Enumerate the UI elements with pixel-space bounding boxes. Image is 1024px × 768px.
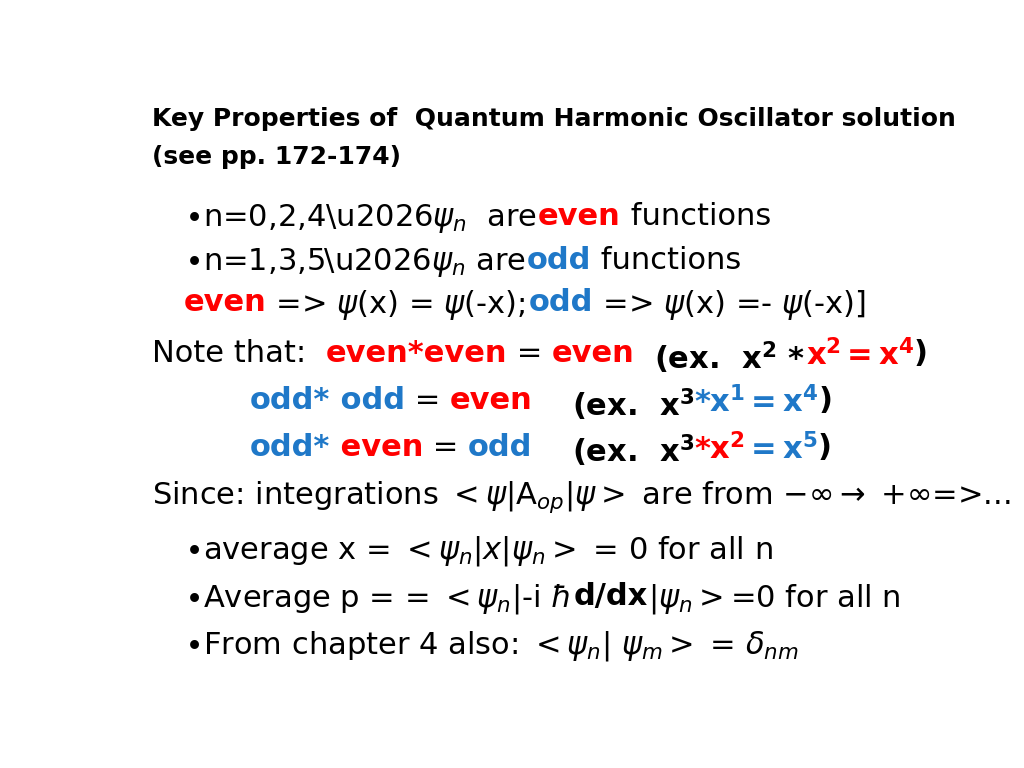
Text: ): ) bbox=[818, 386, 833, 415]
Text: $|\psi_n>$=0 for all n: $|\psi_n>$=0 for all n bbox=[648, 582, 900, 616]
Text: odd: odd bbox=[468, 433, 532, 462]
Text: even: even bbox=[450, 386, 532, 415]
Text: =: = bbox=[404, 386, 450, 415]
Text: => $\psi$(x) =- $\psi$(-x)]: => $\psi$(x) =- $\psi$(-x)] bbox=[593, 289, 866, 323]
Text: d/dx: d/dx bbox=[573, 582, 648, 611]
Text: $\bullet$n=0,2,4\u2026$\psi_n$  are: $\bullet$n=0,2,4\u2026$\psi_n$ are bbox=[183, 201, 539, 234]
Text: $\bullet$average x = $<\psi_n|x|\psi_n>$ = 0 for all n: $\bullet$average x = $<\psi_n|x|\psi_n>$… bbox=[183, 535, 772, 568]
Text: (ex.  $\mathbf{x^3}$: (ex. $\mathbf{x^3}$ bbox=[571, 433, 694, 469]
Text: $\bullet$n=1,3,5\u2026$\psi_n$ are: $\bullet$n=1,3,5\u2026$\psi_n$ are bbox=[183, 246, 527, 279]
Text: Note that:: Note that: bbox=[152, 339, 326, 369]
Text: even: even bbox=[183, 289, 266, 317]
Text: functions: functions bbox=[591, 246, 741, 275]
Text: $\bullet$Average p = = $<\psi_n|$-i $\hbar$: $\bullet$Average p = = $<\psi_n|$-i $\hb… bbox=[183, 582, 573, 616]
Text: Key Properties of  Quantum Harmonic Oscillator solution: Key Properties of Quantum Harmonic Oscil… bbox=[152, 107, 955, 131]
Text: $\mathbf{= x^4}$: $\mathbf{= x^4}$ bbox=[745, 386, 818, 419]
Text: ): ) bbox=[817, 433, 831, 462]
Text: (ex.  $\mathbf{x^2}$ *: (ex. $\mathbf{x^2}$ * bbox=[654, 339, 806, 376]
Text: functions: functions bbox=[621, 201, 771, 230]
Text: odd: odd bbox=[527, 246, 591, 275]
Text: $\bullet$From chapter 4 also: $<\psi_n|$ $\psi_m>$ = $\delta_{nm}$: $\bullet$From chapter 4 also: $<\psi_n|$… bbox=[183, 629, 799, 663]
Text: odd: odd bbox=[330, 386, 404, 415]
Text: odd: odd bbox=[529, 289, 593, 317]
Text: =: = bbox=[507, 339, 552, 369]
Text: even*even: even*even bbox=[326, 339, 507, 369]
Text: even: even bbox=[330, 433, 423, 462]
Text: $\mathbf{=x^4}$: $\mathbf{=x^4}$ bbox=[841, 339, 914, 372]
Text: $\mathbf{=x^5}$: $\mathbf{=x^5}$ bbox=[744, 433, 817, 465]
Text: $\mathbf{x^2}$: $\mathbf{x^2}$ bbox=[806, 339, 841, 372]
Text: Since: integrations $<\psi|$A$_{op}|\psi>$ are from $-\infty\rightarrow$ $+\inft: Since: integrations $<\psi|$A$_{op}|\psi… bbox=[152, 479, 1011, 515]
Text: (see pp. 172-174): (see pp. 172-174) bbox=[152, 145, 400, 170]
Text: odd*: odd* bbox=[249, 386, 330, 415]
Text: ): ) bbox=[914, 339, 928, 369]
Text: => $\psi$(x) = $\psi$(-x);: => $\psi$(x) = $\psi$(-x); bbox=[266, 289, 529, 323]
Text: $\mathbf{*x^1}$: $\mathbf{*x^1}$ bbox=[694, 386, 745, 419]
Text: $\mathbf{*x^2}$: $\mathbf{*x^2}$ bbox=[694, 433, 744, 465]
Text: even: even bbox=[552, 339, 635, 369]
Text: even: even bbox=[539, 201, 621, 230]
Text: (ex.  $\mathbf{x^3}$: (ex. $\mathbf{x^3}$ bbox=[571, 386, 694, 422]
Text: odd*: odd* bbox=[249, 433, 330, 462]
Text: =: = bbox=[423, 433, 468, 462]
